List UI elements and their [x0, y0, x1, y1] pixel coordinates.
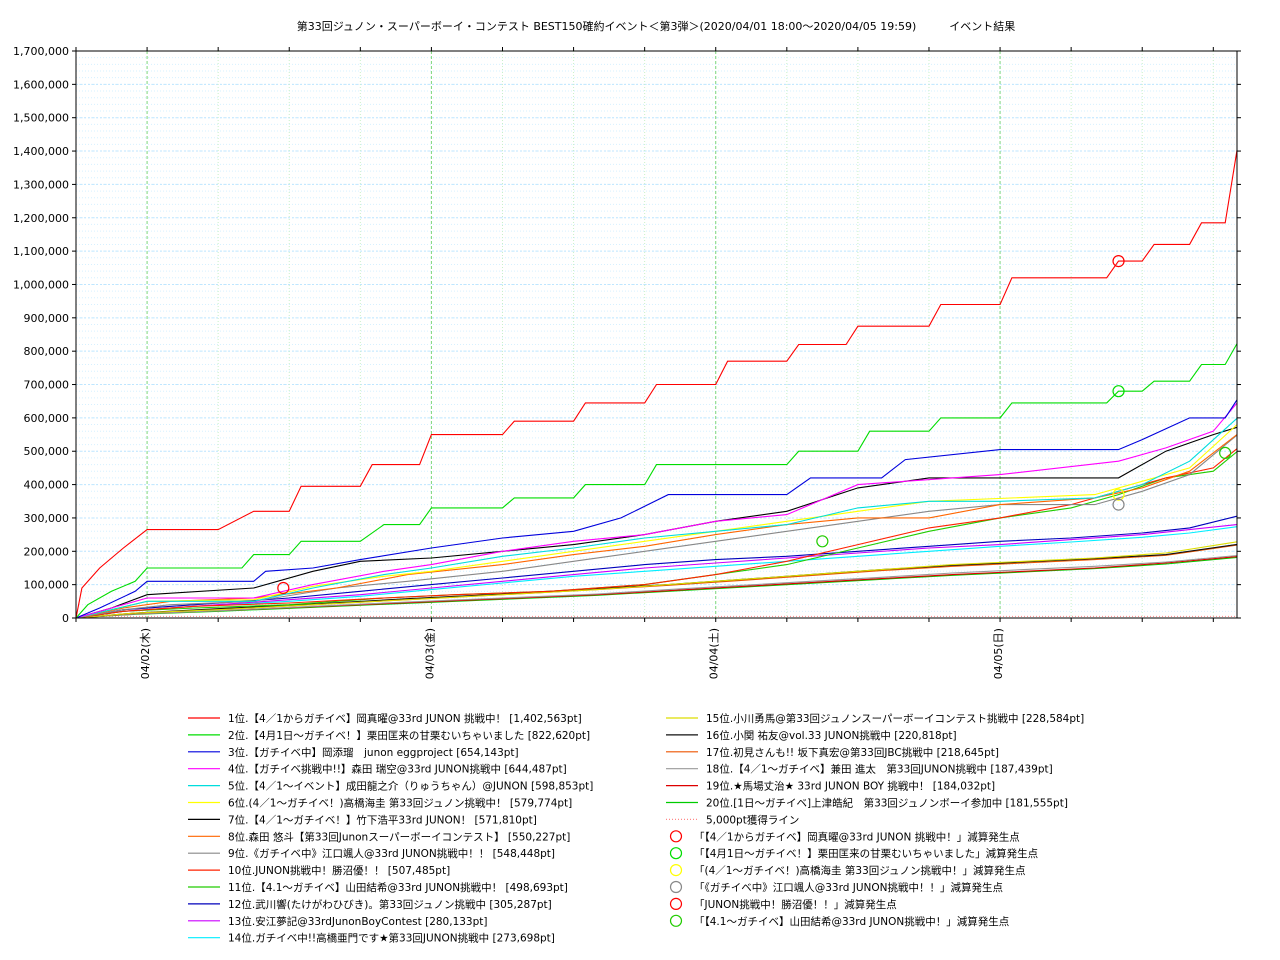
series-line	[75, 402, 1238, 619]
legend-label: 7位.【4／1〜ガチイベ！】竹下浩平33rd JUNON！ [571,810pt…	[228, 813, 537, 826]
series-line	[75, 541, 1238, 619]
subtraction-marker	[277, 581, 290, 595]
series-line	[75, 426, 1238, 619]
legend-label: 「【4.1〜ガチイベ】山田結希@33rd JUNON挑戦中！」減算発生点	[694, 915, 1009, 928]
y-tick-label: 1,500,000	[13, 112, 69, 125]
y-axis: 0 100,000 200,000 300,000 400,000 500,000 600,…	[13, 45, 1241, 625]
x-tick-label: 04/04(土)	[708, 628, 721, 679]
legend-label: 9位.《ガチイベ中》江口颯人@33rd JUNON挑戦中！！ [548,448p…	[228, 847, 555, 860]
legend-marker	[669, 880, 683, 894]
y-tick-label: 800,000	[24, 345, 70, 358]
series-line	[75, 417, 1238, 619]
series-line	[75, 424, 1238, 619]
series-line	[75, 524, 1238, 619]
x-axis: 04/02(木) 04/03(金) 04/04(土) 04/05(日)	[75, 47, 1214, 679]
y-tick-label: 200,000	[24, 545, 70, 558]
markers-group	[277, 255, 1232, 595]
y-tick-label: 1,400,000	[13, 145, 69, 158]
legend-label: 18位.【4／1〜ガチイベ】兼田 進太 第33回JUNON挑戦中 [187,43…	[706, 763, 1053, 776]
y-tick-label: 1,600,000	[13, 78, 69, 91]
legend-label: 20位.[1日〜ガチイベ]上津皓紀 第33回ジュノンボーイ参加中 [181,55…	[706, 797, 1068, 810]
y-tick-label: 400,000	[24, 479, 70, 492]
y-tick-label: 700,000	[24, 379, 70, 392]
chart-title: 第33回ジュノン・スーパーボーイ・コンテスト BEST150確約イベント＜第3弾…	[297, 19, 1016, 33]
legend-label: 15位.小川勇馬@第33回ジュノンスーパーボーイコンテスト挑戦中 [228,58…	[706, 712, 1084, 725]
series-line	[75, 343, 1238, 619]
subtraction-marker	[1219, 446, 1232, 460]
legend-label: 「JUNON挑戦中！勝沼優！！」減算発生点	[694, 898, 897, 911]
series-line	[75, 150, 1238, 619]
y-tick-label: 1,700,000	[13, 45, 69, 58]
legend-label: 13位.安江夢記@33rdJunonBoyContest [280,133pt]	[228, 915, 488, 928]
legend-label: 19位.★馬場丈治★ 33rd JUNON BOY 挑戦中！ [184,032p…	[706, 780, 995, 793]
subtraction-marker	[1112, 488, 1125, 501]
legend-label: 「(4／1〜ガチイベ！)高橋海圭 第33回ジュノン挑戦中！」減算発生点	[694, 864, 1026, 877]
legend-label: 17位.初見さんも!! 坂下真宏@第33回JBC挑戦中 [218,645pt]	[706, 746, 999, 759]
legend-label: 「《ガチイベ中》江口颯人@33rd JUNON挑戦中！！」減算発生点	[694, 881, 1003, 894]
legend-label: 5位.【4／1〜イベント】成田龍之介（りゅうちゃん）@JUNON [598,85…	[228, 780, 593, 793]
y-tick-label: 1,000,000	[13, 278, 69, 291]
y-tick-label: 0	[62, 612, 69, 625]
series-group	[75, 150, 1238, 619]
series-line	[75, 556, 1238, 619]
legend-label: 11位.【4.1〜ガチイベ】山田結希@33rd JUNON挑戦中！ [498,6…	[228, 881, 568, 894]
y-tick-label: 1,200,000	[13, 212, 69, 225]
legend-label: 16位.小関 祐友@vol.33 JUNON挑戦中 [220,818pt]	[706, 729, 957, 742]
legend: 1位.【4／1からガチイベ】岡真曜@33rd JUNON 挑戦中！ [1,402…	[188, 712, 1084, 945]
legend-label: 10位.JUNON挑戦中！勝沼優！！ [507,485pt]	[228, 864, 450, 877]
y-tick-label: 300,000	[24, 512, 70, 525]
y-tick-label: 500,000	[24, 445, 70, 458]
legend-label: 3位.【ガチイベ中】岡添瑠 junon eggproject [654,143p…	[228, 746, 519, 759]
subtraction-marker	[1112, 255, 1125, 268]
legend-label: 2位.【4月1日〜ガチイベ！】栗田匡来の甘栗むいちゃいました [822,620p…	[228, 729, 590, 742]
legend-label: 5,000pt獲得ライン	[706, 813, 799, 826]
plot-frame	[75, 50, 1238, 619]
legend-label: 4位.【ガチイベ挑戦中!!】森田 瑞空@33rd JUNON挑戦中 [644,4…	[228, 763, 567, 776]
y-tick-label: 1,300,000	[13, 178, 69, 191]
subtraction-marker	[1112, 498, 1125, 511]
y-tick-label: 100,000	[24, 579, 70, 592]
y-tick-label: 1,100,000	[13, 245, 69, 258]
legend-marker	[669, 830, 683, 843]
legend-label: 「【4月1日〜ガチイベ！】栗田匡来の甘栗むいちゃいました」減算発生点	[694, 847, 1038, 860]
series-line	[75, 448, 1238, 619]
series-line	[75, 451, 1238, 619]
series-line	[75, 434, 1238, 619]
series-line	[75, 526, 1238, 619]
legend-label: 8位.森田 悠斗【第33回Junonスーパーボーイコンテスト】 [550,227…	[228, 830, 570, 843]
y-tick-label: 600,000	[24, 412, 70, 425]
subtraction-marker	[1112, 385, 1125, 398]
legend-label: 14位.ガチイベ中!!高橋亜門です★第33回JUNON挑戦中 [273,698p…	[228, 932, 555, 945]
legend-label: 6位.(4／1〜ガチイベ！)高橋海圭 第33回ジュノン挑戦中！ [579,774…	[228, 797, 572, 810]
legend-marker	[669, 847, 683, 860]
y-tick-label: 900,000	[24, 312, 70, 325]
series-line	[75, 515, 1238, 619]
legend-label: 1位.【4／1からガチイベ】岡真曜@33rd JUNON 挑戦中！ [1,402…	[228, 712, 582, 725]
x-tick-label: 04/05(日)	[992, 628, 1005, 679]
series-line	[75, 399, 1238, 619]
x-tick-label: 04/03(金)	[422, 628, 436, 679]
subtraction-marker	[816, 535, 829, 548]
legend-label: 12位.武川響(たけがわひびき)。第33回ジュノン挑戦中 [305,287pt]	[228, 898, 552, 911]
legend-marker	[669, 863, 683, 877]
x-tick-label: 04/02(木)	[139, 628, 152, 679]
legend-marker	[669, 897, 683, 911]
series-line	[75, 554, 1238, 619]
grid	[75, 50, 1237, 619]
legend-label: 「【4／1からガチイベ】岡真曜@33rd JUNON 挑戦中！」減算発生点	[694, 830, 1020, 843]
legend-marker	[669, 914, 683, 927]
